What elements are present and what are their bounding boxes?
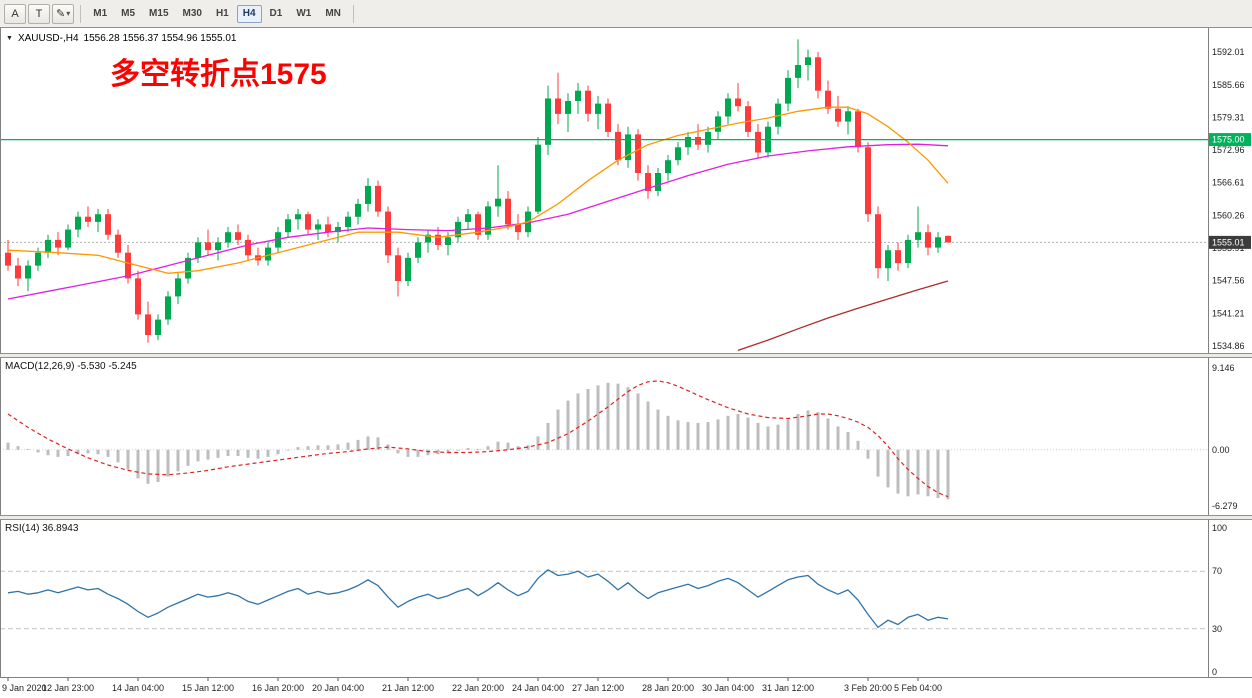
timeframe-button-h4[interactable]: H4 — [236, 4, 262, 23]
macd-label: MACD(12,26,9) -5.530 -5.245 — [5, 361, 137, 372]
svg-text:1555.01: 1555.01 — [1212, 237, 1245, 247]
symbol-label: XAUUSD-,H4 — [17, 33, 79, 44]
svg-text:1541.21: 1541.21 — [1212, 308, 1245, 318]
svg-text:1534.86: 1534.86 — [1212, 341, 1245, 351]
timeframe-button-mn[interactable]: MN — [319, 5, 347, 23]
main-chart-panel[interactable]: 1592.01 1585.66 1579.31 1572.96 1566.61 1560.… — [0, 28, 1252, 353]
svg-text:1592.01: 1592.01 — [1212, 47, 1245, 57]
svg-text:1547.56: 1547.56 — [1212, 276, 1245, 286]
toolbar-separator — [80, 4, 82, 23]
panel-splitter[interactable] — [0, 515, 1252, 520]
macd-panel[interactable]: 9.146 0.00 -6.279 MACD(12,26,9) -5.530 -5.… — [0, 358, 1252, 515]
ohlc-values: 1556.28 1556.37 1554.96 1555.01 — [83, 33, 237, 44]
svg-text:31 Jan 12:00: 31 Jan 12:00 — [762, 683, 814, 693]
panel-splitter[interactable] — [0, 353, 1252, 358]
svg-text:1566.61: 1566.61 — [1212, 178, 1245, 188]
svg-text:1560.26: 1560.26 — [1212, 210, 1245, 220]
svg-text:20 Jan 04:00: 20 Jan 04:00 — [312, 683, 364, 693]
svg-text:1585.66: 1585.66 — [1212, 80, 1245, 90]
svg-text:14 Jan 04:00: 14 Jan 04:00 — [112, 683, 164, 693]
svg-text:22 Jan 20:00: 22 Jan 20:00 — [452, 683, 504, 693]
svg-text:24 Jan 04:00: 24 Jan 04:00 — [512, 683, 564, 693]
svg-text:5 Feb 04:00: 5 Feb 04:00 — [894, 683, 942, 693]
toolbar-separator — [352, 4, 354, 23]
timeframe-button-w1[interactable]: W1 — [290, 5, 317, 23]
rsi-chart-svg: 100 70 30 0 — [0, 520, 1227, 677]
svg-text:3 Feb 20:00: 3 Feb 20:00 — [844, 683, 892, 693]
svg-text:27 Jan 12:00: 27 Jan 12:00 — [572, 683, 624, 693]
svg-text:12 Jan 23:00: 12 Jan 23:00 — [42, 683, 94, 693]
svg-text:1575.00: 1575.00 — [1212, 135, 1245, 145]
svg-text:9 Jan 2020: 9 Jan 2020 — [2, 683, 47, 693]
timeframe-button-m15[interactable]: M15 — [143, 5, 174, 23]
svg-text:16 Jan 20:00: 16 Jan 20:00 — [252, 683, 304, 693]
timeframe-button-h1[interactable]: H1 — [210, 5, 235, 23]
svg-text:0.00: 0.00 — [1212, 445, 1230, 455]
macd-chart-svg: 9.146 0.00 -6.279 — [0, 358, 1238, 515]
toolbar: A T ✎ ▾ M1 M5 M15 M30 H1 H4 D1 W1 MN — [0, 0, 1252, 28]
rsi-label: RSI(14) 36.8943 — [5, 523, 79, 534]
chart-annotation-text[interactable]: 多空转折点1575 — [110, 58, 327, 91]
current-price-badge — [1209, 235, 1251, 249]
svg-text:30: 30 — [1212, 624, 1222, 634]
price-chart-svg: 1592.01 1585.66 1579.31 1572.96 1566.61 1560.… — [0, 28, 1251, 353]
time-axis[interactable]: 9 Jan 2020 12 Jan 23:00 14 Jan 04:00 15 Jan… — [0, 677, 1252, 698]
cursor-a-button[interactable]: A — [4, 3, 26, 24]
svg-text:70: 70 — [1212, 566, 1222, 576]
svg-text:28 Jan 20:00: 28 Jan 20:00 — [642, 683, 694, 693]
timeframe-button-d1[interactable]: D1 — [264, 5, 289, 23]
chart-symbol-info: ▼ XAUUSD-,H4 1556.28 1556.37 1554.96 155… — [6, 33, 236, 44]
svg-text:-6.279: -6.279 — [1212, 501, 1238, 511]
hline-price-badge — [1209, 133, 1251, 147]
draw-tool-button[interactable]: ✎ ▾ — [52, 3, 75, 24]
svg-text:1579.31: 1579.31 — [1212, 112, 1245, 122]
svg-text:100: 100 — [1212, 523, 1227, 533]
dropdown-caret-icon: ▾ — [66, 9, 71, 18]
timeframe-button-m1[interactable]: M1 — [87, 5, 113, 23]
svg-text:1572.96: 1572.96 — [1212, 145, 1245, 155]
svg-text:0: 0 — [1212, 667, 1217, 677]
svg-text:15 Jan 12:00: 15 Jan 12:00 — [182, 683, 234, 693]
timeframe-button-m30[interactable]: M30 — [177, 5, 208, 23]
text-tool-button[interactable]: T — [28, 3, 50, 24]
svg-text:9.146: 9.146 — [1212, 363, 1235, 373]
svg-text:30 Jan 04:00: 30 Jan 04:00 — [702, 683, 754, 693]
collapse-icon[interactable]: ▼ — [6, 35, 13, 42]
timeframe-button-m5[interactable]: M5 — [115, 5, 141, 23]
svg-text:21 Jan 12:00: 21 Jan 12:00 — [382, 683, 434, 693]
rsi-panel[interactable]: 100 70 30 0 RSI(14) 36.8943 — [0, 520, 1252, 677]
